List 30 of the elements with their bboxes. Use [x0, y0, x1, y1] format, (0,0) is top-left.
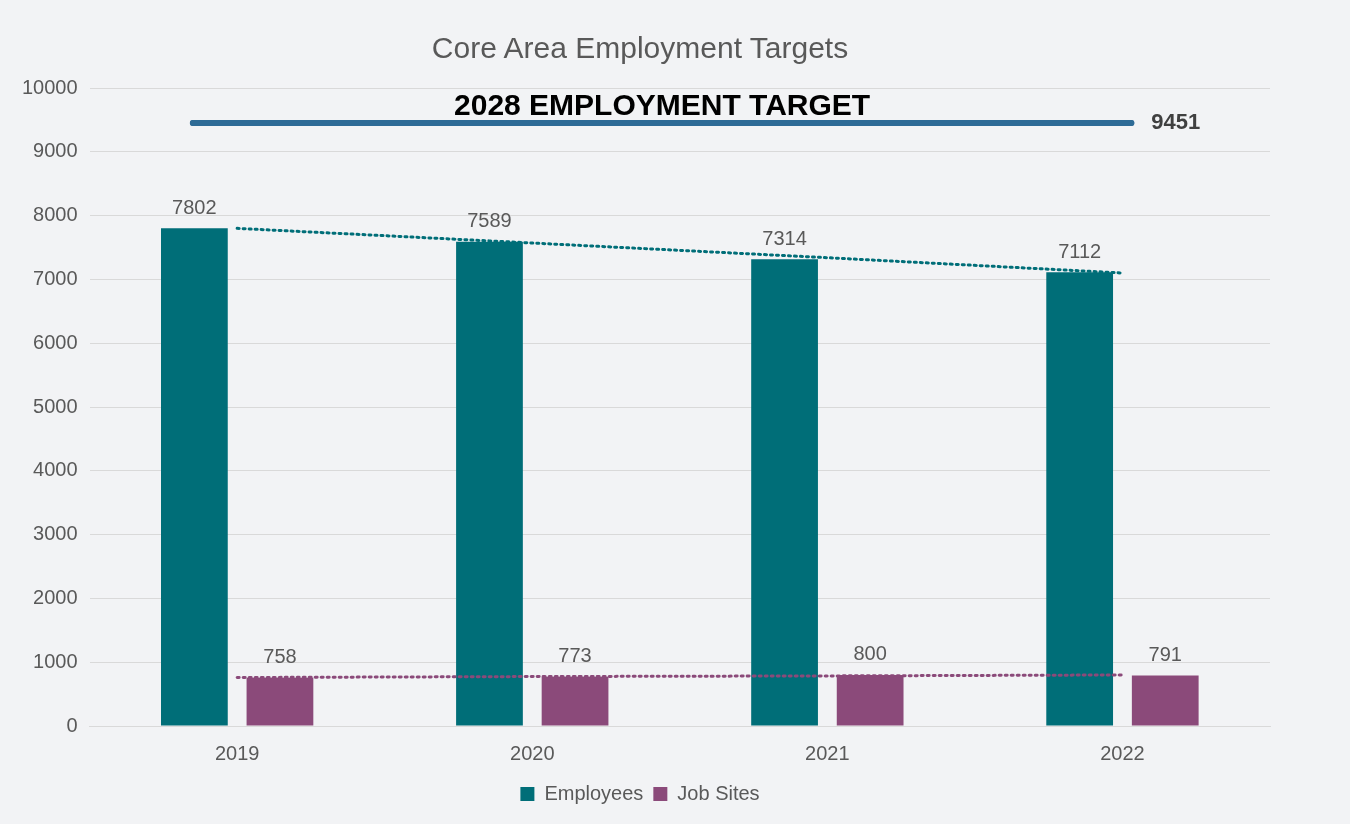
annotation: 9451	[1151, 109, 1201, 135]
x-tick-label: 2022	[1100, 741, 1145, 764]
y-tick-label: 10000	[21, 75, 78, 98]
y-tick-label: 9000	[33, 139, 78, 162]
data-label: 7802	[172, 195, 217, 218]
y-tick-label: 1000	[33, 649, 78, 672]
y-tick-label: 6000	[33, 330, 78, 353]
data-label: 7589	[467, 209, 512, 232]
y-tick-label: 7000	[33, 266, 78, 289]
x-tick-label: 2020	[510, 741, 555, 764]
data-label: 791	[1148, 643, 1182, 666]
chart-title: Core Area Employment Targets	[431, 31, 849, 65]
y-tick-label: 5000	[33, 394, 78, 417]
data-label: 758	[263, 645, 297, 668]
bar	[1131, 675, 1199, 726]
y-tick-label: 2000	[33, 585, 78, 608]
y-tick-label: 8000	[33, 203, 78, 226]
y-tick-label: 3000	[33, 522, 78, 545]
data-label: 800	[853, 642, 887, 665]
y-tick-label: 4000	[33, 458, 78, 481]
data-label: 7112	[1058, 239, 1102, 262]
legend-label: Employees	[544, 781, 644, 804]
bar	[161, 228, 228, 726]
legend-label: Job Sites	[677, 781, 760, 804]
x-tick-label: 2019	[214, 741, 260, 764]
y-tick-label: 0	[66, 713, 78, 736]
x-tick-label: 2021	[805, 741, 850, 764]
data-label: 7314	[762, 226, 807, 249]
data-label: 773	[558, 644, 592, 667]
ref-line-label: 2028 EMPLOYMENT TARGET	[454, 88, 871, 122]
